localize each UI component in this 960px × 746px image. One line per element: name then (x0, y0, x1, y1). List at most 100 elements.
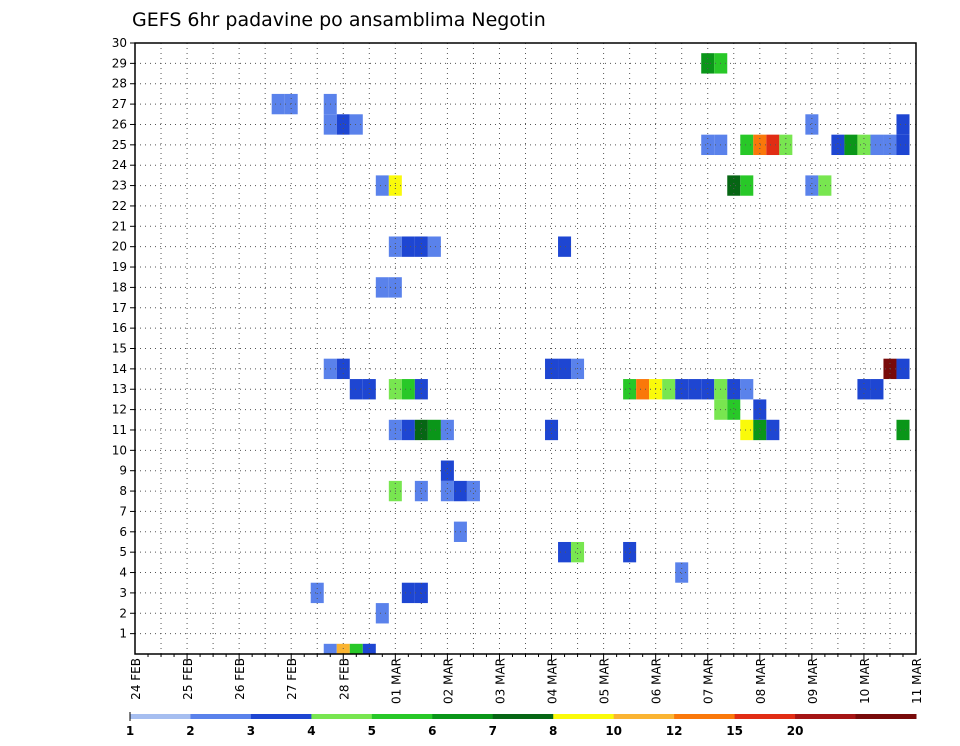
precip-cell (662, 379, 676, 400)
precip-cell (440, 419, 454, 441)
y-tick-label: 30 (112, 36, 127, 50)
colorbar-label: 7 (489, 724, 497, 738)
precip-cell (310, 582, 324, 604)
x-ticks: 24 FEB 25 FEB 26 FEB 27 FEB 28 FEB 01 MAR 02 M… (129, 654, 924, 704)
y-tick-label: 28 (112, 77, 127, 91)
colorbar-swatch (432, 714, 494, 719)
precip-cell (571, 541, 585, 563)
precip-cell (623, 379, 637, 400)
y-tick-label: 9 (119, 464, 127, 478)
y-tick-label: 11 (112, 423, 127, 437)
precip-cell (883, 134, 897, 156)
colorbar: 1 2 3 4 5 6 7 8 10 12 15 20 (126, 712, 917, 738)
plot-frame (134, 42, 917, 655)
precip-cell (414, 582, 428, 604)
precip-cell (558, 236, 572, 257)
x-tick-label: 09 MAR (806, 658, 820, 704)
precip-cell (740, 175, 754, 196)
y-tick-label: 15 (112, 342, 127, 356)
y-tick-label: 1 (119, 627, 127, 641)
precip-cell (466, 480, 480, 502)
colorbar-label: 2 (186, 724, 194, 738)
precip-cell (414, 379, 428, 400)
precip-cell (349, 643, 363, 654)
precip-cell (558, 358, 572, 380)
precip-cell (857, 134, 871, 156)
precip-cell (805, 114, 819, 135)
colorbar-label: 15 (726, 724, 743, 738)
y-tick-label: 27 (112, 97, 127, 111)
y-tick-label: 8 (119, 484, 127, 498)
precip-cell (284, 93, 298, 115)
colorbar-label: 12 (666, 724, 683, 738)
x-tick-label: 28 FEB (337, 658, 351, 700)
colorbar-swatch (553, 714, 615, 719)
precip-cell (623, 541, 637, 563)
precip-cell (740, 134, 754, 156)
precip-cell (753, 399, 767, 420)
precip-cell (401, 379, 415, 400)
y-tick-label: 10 (112, 443, 127, 457)
y-tick-label: 7 (119, 504, 127, 518)
colorbar-label: 6 (428, 724, 436, 738)
colorbar-swatch (250, 714, 312, 719)
y-tick-label: 6 (119, 525, 127, 539)
precip-cell (675, 379, 689, 400)
x-tick-label: 11 MAR (910, 658, 924, 704)
colorbar-swatch (371, 714, 433, 719)
y-tick-label: 19 (112, 260, 127, 274)
grid-layer (135, 42, 916, 654)
precip-cell (349, 379, 363, 400)
precip-cell (271, 93, 285, 115)
precip-cell (362, 379, 376, 400)
y-tick-label: 14 (112, 362, 127, 376)
precip-cell (349, 114, 363, 135)
precip-cell (740, 419, 754, 441)
y-tick-label: 17 (112, 301, 127, 315)
precip-cell (896, 358, 910, 380)
y-tick-label: 23 (112, 179, 127, 193)
precip-cell (727, 399, 741, 420)
precip-cell (440, 460, 454, 481)
precip-cell (701, 134, 715, 156)
precip-cell (727, 379, 741, 400)
x-tick-label: 03 MAR (493, 658, 507, 704)
precip-cell (414, 480, 428, 502)
x-tick-label: 26 FEB (233, 658, 247, 700)
colorbar-label: 4 (307, 724, 315, 738)
y-tick-label: 22 (112, 199, 127, 213)
precip-cell (818, 175, 832, 196)
y-tick-label: 29 (112, 56, 127, 70)
x-tick-label: 01 MAR (389, 658, 403, 704)
precip-cell (636, 379, 650, 400)
colorbar-label: 1 (126, 724, 134, 738)
y-tick-label: 2 (119, 606, 127, 620)
y-tick-label: 13 (112, 382, 127, 396)
precip-cell (870, 134, 884, 156)
x-tick-label: 27 FEB (285, 658, 299, 700)
precip-cell (896, 114, 910, 135)
x-tick-label: 04 MAR (546, 658, 560, 704)
precip-cell (414, 236, 428, 257)
y-tick-label: 20 (112, 240, 127, 254)
precip-cell (753, 134, 767, 156)
y-tick-label: 5 (119, 545, 127, 559)
precip-cell (414, 419, 428, 441)
x-tick-label: 25 FEB (181, 658, 195, 700)
y-tick-label: 18 (112, 280, 127, 294)
colorbar-label: 5 (368, 724, 376, 738)
precip-cell (375, 175, 389, 196)
precip-cell (896, 134, 910, 156)
precip-cell (753, 419, 767, 441)
precip-cell (766, 134, 780, 156)
colorbar-swatch (130, 714, 191, 719)
colorbar-label: 3 (247, 724, 255, 738)
precip-cell (675, 562, 689, 583)
precip-cell (870, 379, 884, 400)
precip-cell (896, 419, 910, 441)
precip-cell (401, 236, 415, 257)
colorbar-swatch (734, 714, 796, 719)
x-tick-label: 05 MAR (598, 658, 612, 704)
